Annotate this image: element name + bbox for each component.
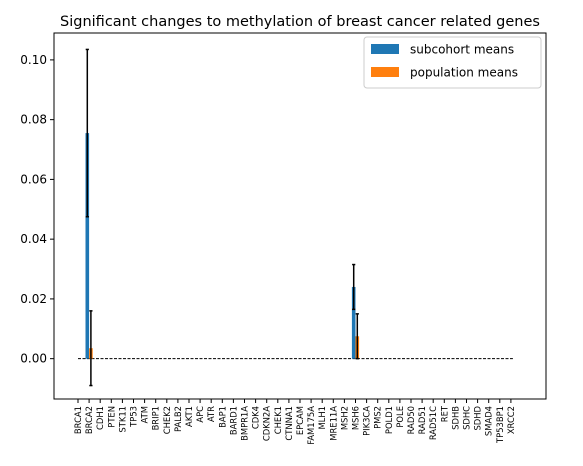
x-tick-label-epcam: EPCAM (295, 406, 305, 435)
x-tick-label-brca2: BRCA2 (84, 406, 94, 434)
x-tick-label-tp53: TP53 (129, 406, 139, 428)
errorbar-population-brca2 (89, 310, 93, 387)
x-tick-label-tp53bp1: TP53BP1 (495, 406, 505, 444)
x-tick-label-cdh1: CDH1 (95, 406, 105, 430)
chart-title: Significant changes to methylation of br… (60, 14, 540, 30)
errorbar-subcohort-brca2 (85, 48, 89, 218)
x-tick-label-rad51c: RAD51C (428, 406, 438, 440)
y-tick-label: 0.00 (20, 352, 47, 366)
x-tick-label-cdk4: CDK4 (251, 406, 261, 429)
x-tick-label-fam175a: FAM175A (306, 406, 316, 445)
x-tick-label-pole: POLE (395, 406, 405, 428)
x-tick-label-pms2: PMS2 (373, 406, 383, 429)
x-tick-label-sdhd: SDHD (473, 406, 483, 431)
x-tick-label-atr: ATR (206, 406, 216, 422)
x-tick-label-brca1: BRCA1 (73, 406, 83, 434)
x-tick-label-akt1: AKT1 (184, 406, 194, 427)
x-axis: BRCA1 BRCA2 CDH1 PTEN STK11 TP53 ATM BRIP1 CHEK2… (73, 399, 516, 445)
y-tick-label: 0.10 (20, 53, 47, 67)
x-tick-label-bap1: BAP1 (217, 406, 227, 428)
x-tick-label-cdkn2a: CDKN2A (262, 406, 272, 441)
legend-box (363, 36, 542, 89)
plot-area (78, 48, 513, 387)
legend-swatch-population (371, 67, 399, 77)
y-tick-label: 0.06 (20, 172, 47, 186)
legend-swatch-subcohort (371, 44, 399, 54)
x-tick-label-pten: PTEN (106, 406, 116, 428)
x-tick-label-stk11: STK11 (117, 406, 127, 433)
x-tick-label-bard1: BARD1 (228, 406, 238, 435)
bar-subcohort-brca2 (85, 133, 90, 359)
x-tick-label-apc: APC (195, 406, 205, 423)
x-tick-label-pold1: POLD1 (384, 406, 394, 434)
errorbar-population-msh6 (355, 313, 359, 360)
x-tick-label-msh2: MSH2 (339, 406, 349, 430)
y-tick-label: 0.04 (20, 232, 47, 246)
x-tick-label-atm: ATM (140, 406, 150, 423)
x-tick-label-msh6: MSH6 (351, 406, 361, 430)
legend: subcohort means population means (363, 36, 542, 89)
x-tick-label-ctnna1: CTNNA1 (284, 406, 294, 441)
x-tick-label-pik3ca: PIK3CA (362, 406, 372, 436)
x-tick-label-mlh1: MLH1 (317, 406, 327, 430)
x-tick-label-smad4: SMAD4 (484, 406, 494, 436)
legend-label-population: population means (410, 66, 518, 80)
x-tick-label-sdhb: SDHB (450, 406, 460, 430)
errorbar-subcohort-msh6 (352, 263, 356, 311)
x-tick-label-chek1: CHEK1 (273, 406, 283, 434)
x-tick-label-rad50: RAD50 (406, 406, 416, 434)
x-tick-label-rad51: RAD51 (417, 406, 427, 434)
y-tick-label: 0.02 (20, 292, 47, 306)
x-tick-label-bmpr1a: BMPR1A (240, 406, 250, 441)
x-tick-label-mre11a: MRE11A (328, 406, 338, 441)
x-tick-label-brip1: BRIP1 (151, 406, 161, 430)
x-tick-label-chek2: CHEK2 (162, 406, 172, 434)
y-axis: 0.00 0.02 0.04 0.06 0.08 0.10 (20, 53, 54, 366)
x-tick-label-xrcc2: XRCC2 (506, 406, 516, 434)
x-tick-label-palb2: PALB2 (173, 406, 183, 432)
y-tick-label: 0.08 (20, 113, 47, 127)
bar-subcohort-msh6 (351, 286, 356, 359)
legend-label-subcohort: subcohort means (410, 43, 514, 57)
x-tick-label-sdhc: SDHC (462, 406, 472, 430)
x-tick-label-ret: RET (439, 405, 449, 422)
